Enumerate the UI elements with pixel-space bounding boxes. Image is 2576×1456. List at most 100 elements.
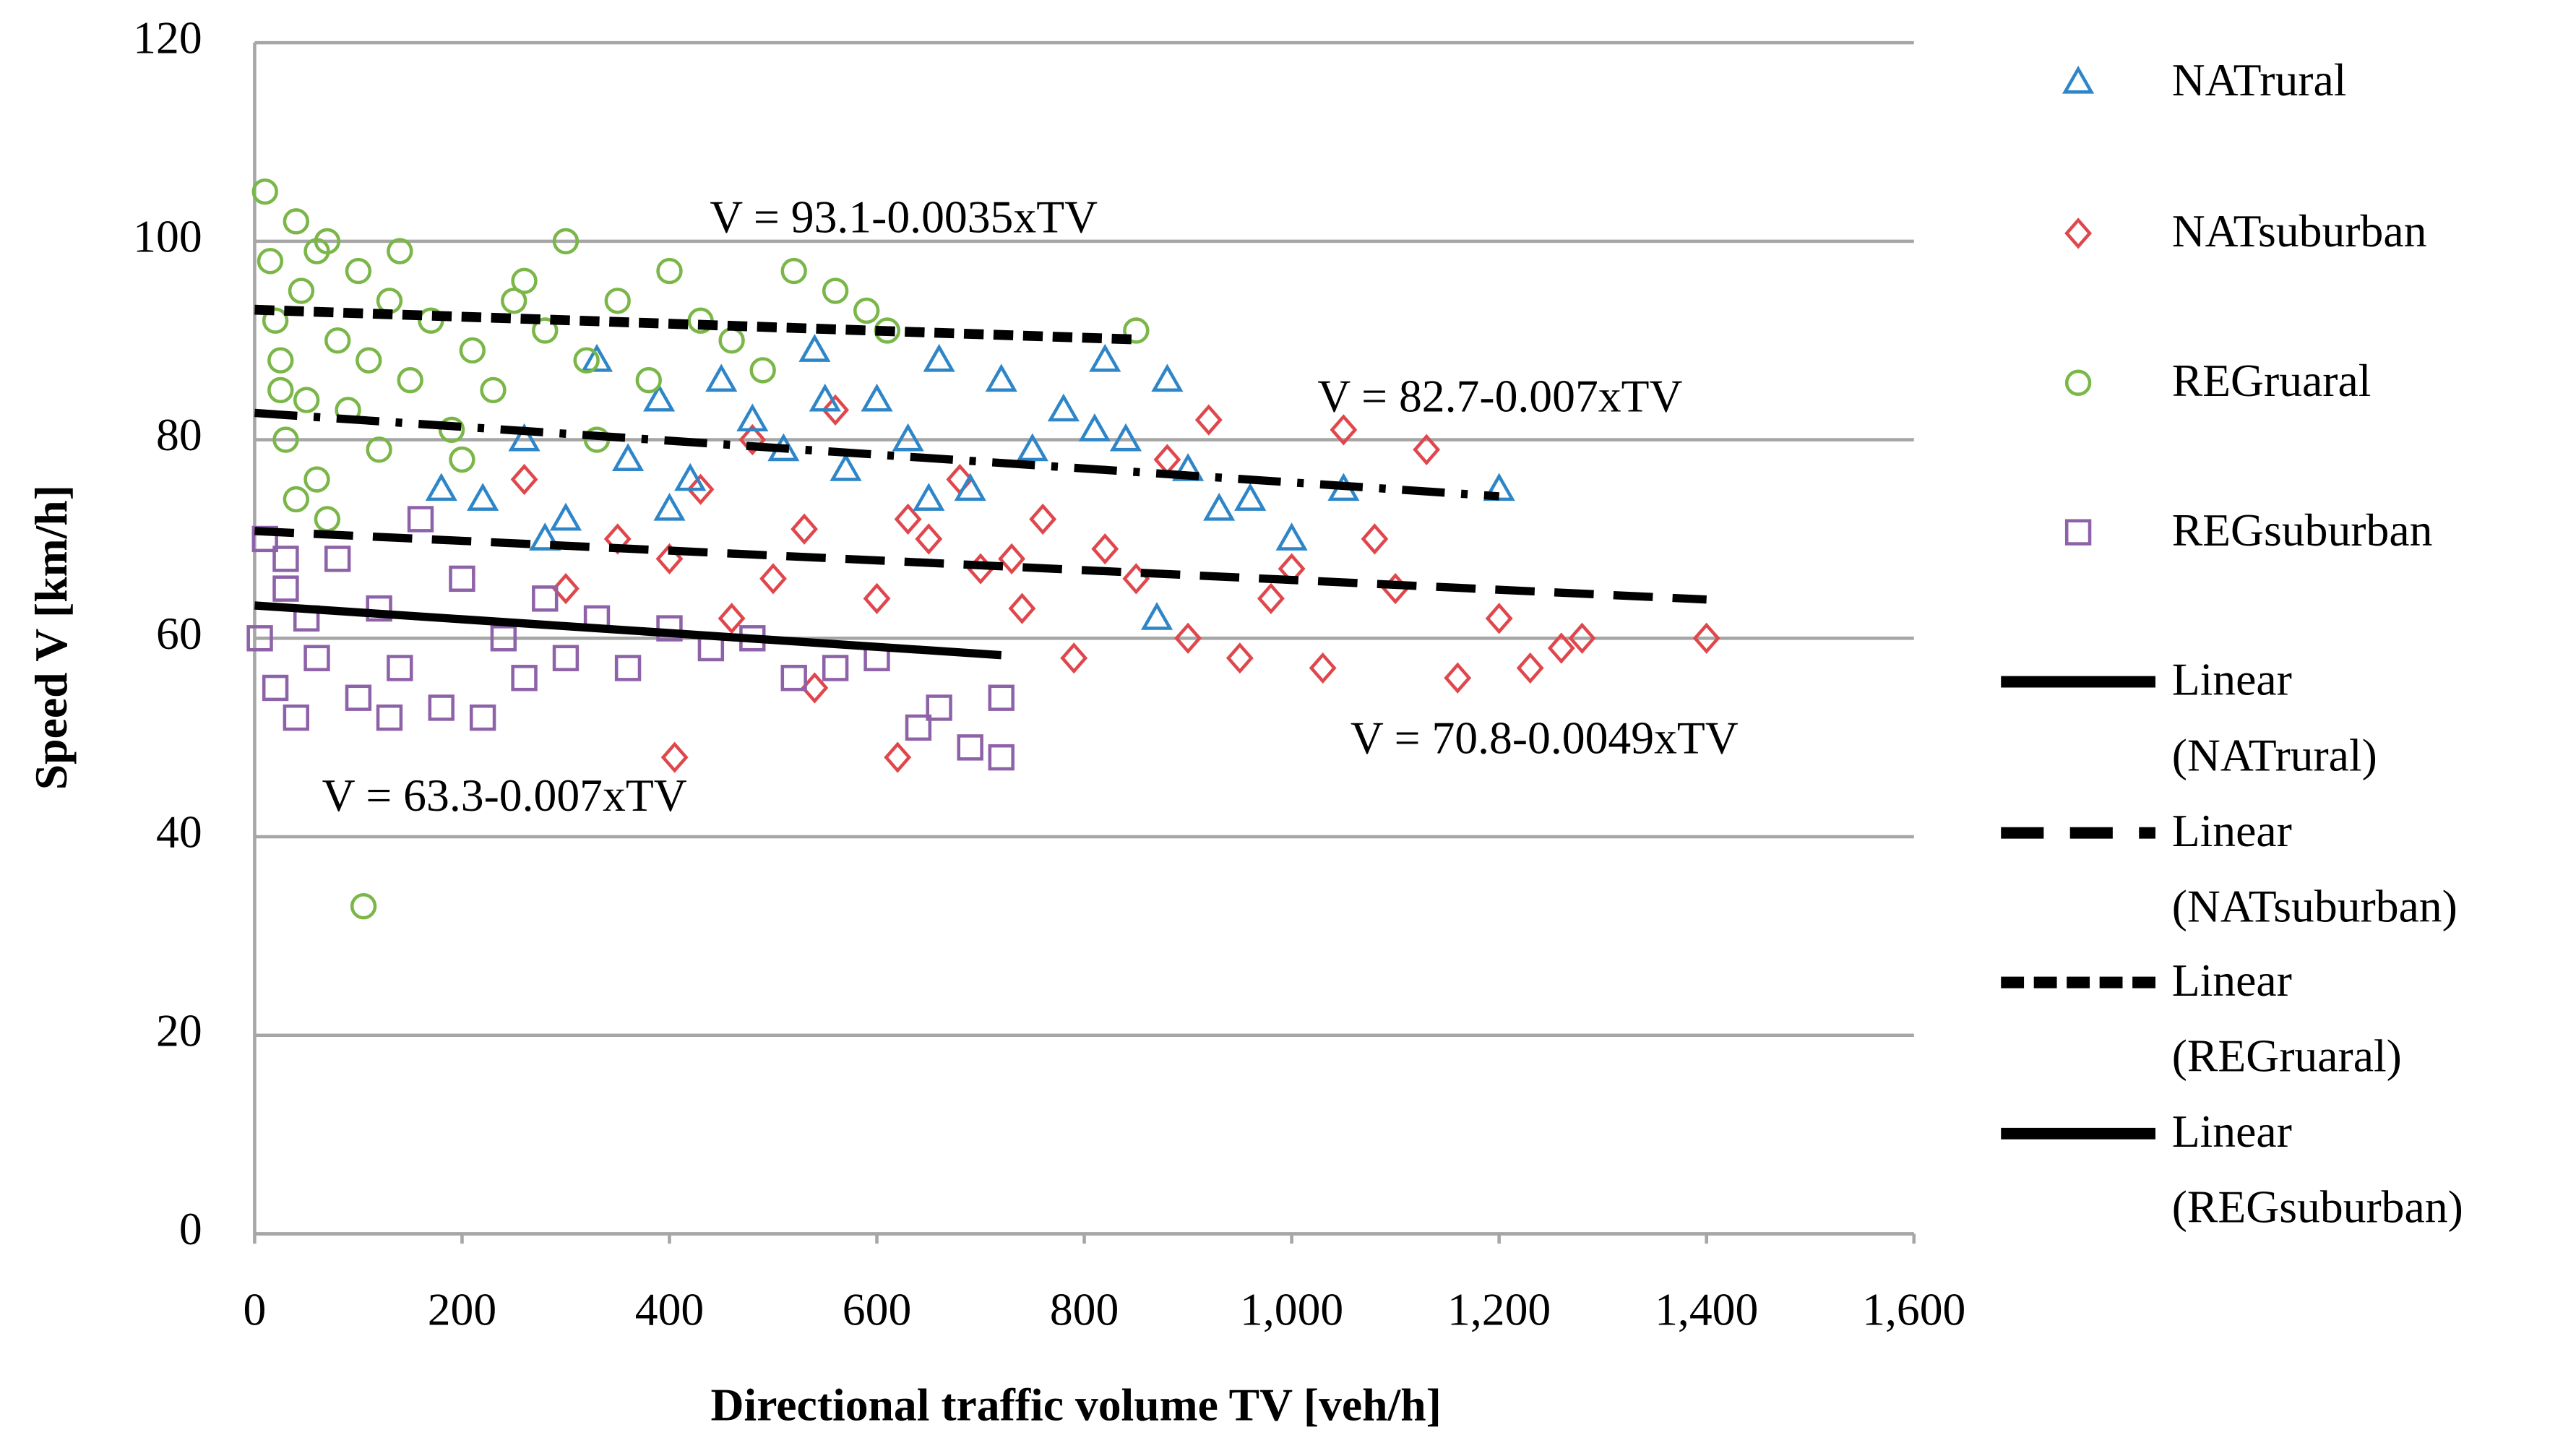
point xyxy=(303,645,330,671)
point xyxy=(894,503,922,535)
point xyxy=(863,582,891,614)
point xyxy=(324,546,351,572)
point xyxy=(1547,632,1575,664)
legend-label: NATrural xyxy=(2171,56,2347,107)
point xyxy=(1234,483,1267,511)
point xyxy=(1060,642,1088,674)
point xyxy=(425,473,457,501)
point xyxy=(324,327,351,354)
point xyxy=(397,366,423,394)
point xyxy=(480,376,507,404)
x-tick-label: 800 xyxy=(1050,1283,1119,1335)
point xyxy=(798,334,831,362)
point xyxy=(1016,433,1048,462)
point xyxy=(674,462,707,491)
legend-label: REGruaral xyxy=(2171,356,2372,408)
point xyxy=(1413,434,1441,465)
point xyxy=(267,347,294,374)
point xyxy=(656,257,683,285)
point xyxy=(549,502,582,531)
point xyxy=(791,513,819,545)
x-tick-label: 400 xyxy=(635,1283,704,1335)
point xyxy=(822,655,849,681)
point xyxy=(861,383,893,412)
point xyxy=(1568,622,1596,654)
point xyxy=(303,238,330,264)
point xyxy=(1109,423,1142,452)
point xyxy=(490,625,517,652)
point xyxy=(552,228,580,255)
point xyxy=(738,423,767,456)
point xyxy=(272,546,299,572)
trend-line xyxy=(254,304,1137,345)
point xyxy=(915,523,943,555)
point xyxy=(469,704,496,731)
point xyxy=(985,363,1017,392)
point xyxy=(1089,343,1121,372)
series-1 xyxy=(510,394,1720,773)
point xyxy=(552,645,580,671)
point xyxy=(501,288,527,314)
point xyxy=(884,741,912,773)
point xyxy=(1692,622,1720,654)
point xyxy=(988,684,1015,711)
point xyxy=(511,665,538,692)
point xyxy=(749,357,776,384)
point xyxy=(510,463,538,496)
annotation: V = 70.8-0.0049xTV xyxy=(1351,712,1739,763)
legend-label: Linear (REGruaral) xyxy=(2171,956,2402,1083)
point xyxy=(449,565,475,593)
point xyxy=(759,563,787,595)
y-tick-label: 0 xyxy=(179,1203,202,1254)
point xyxy=(1483,473,1515,501)
point xyxy=(387,238,413,264)
point xyxy=(830,453,862,481)
point xyxy=(809,383,841,412)
point xyxy=(345,684,372,711)
legend-label: Linear (REGsuburban) xyxy=(2171,1107,2463,1234)
annotation: V = 93.1-0.0035xTV xyxy=(710,191,1098,243)
point xyxy=(1008,593,1036,624)
point xyxy=(1361,523,1389,555)
point xyxy=(428,694,455,721)
point xyxy=(1485,603,1513,634)
y-tick-label: 40 xyxy=(156,806,202,858)
point xyxy=(736,403,769,432)
point xyxy=(998,543,1026,575)
point xyxy=(257,248,284,275)
point xyxy=(822,394,850,426)
point xyxy=(529,522,561,551)
point xyxy=(686,473,715,505)
y-tick-label: 120 xyxy=(133,12,202,64)
point xyxy=(1174,622,1202,654)
point xyxy=(954,473,986,501)
x-tick-label: 1,400 xyxy=(1655,1283,1758,1335)
annotation: V = 82.7-0.007xTV xyxy=(1317,370,1682,421)
point xyxy=(1029,503,1057,535)
trend-line xyxy=(254,601,1002,660)
point xyxy=(350,892,377,920)
point xyxy=(387,655,413,681)
point xyxy=(1444,662,1472,694)
point xyxy=(1330,414,1358,446)
point xyxy=(923,343,955,372)
legend-marker xyxy=(2064,519,2092,546)
point xyxy=(643,383,676,412)
point xyxy=(459,337,486,364)
trend-line xyxy=(254,527,1707,604)
point xyxy=(376,704,403,731)
annotation: V = 63.3-0.007xTV xyxy=(322,770,687,821)
x-tick-label: 0 xyxy=(243,1283,266,1335)
point xyxy=(272,426,299,453)
point xyxy=(272,575,299,602)
point xyxy=(1257,582,1285,614)
point xyxy=(1516,652,1544,684)
point xyxy=(822,277,849,304)
legend-marker xyxy=(2062,65,2095,94)
legend-label: Linear (NATsuburban) xyxy=(2171,806,2457,934)
point xyxy=(438,416,465,444)
point xyxy=(1123,317,1150,344)
x-tick-label: 1,600 xyxy=(1862,1283,1965,1335)
